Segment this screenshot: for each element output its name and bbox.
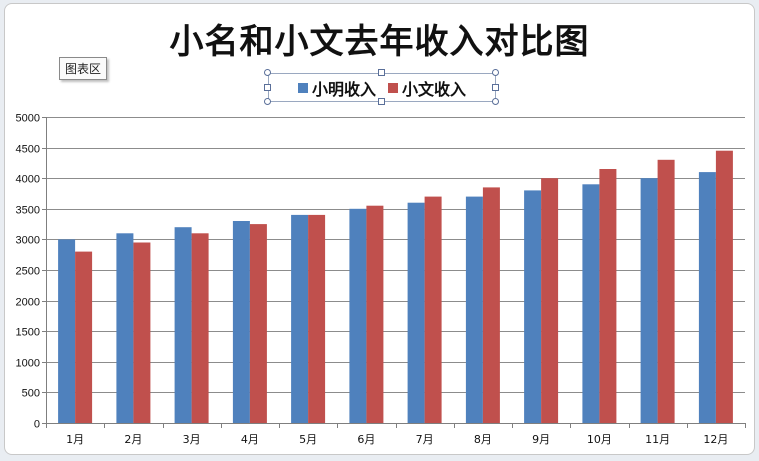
x-tick-label: 10月 [587,433,612,446]
bar [482,187,500,423]
y-tick-label: 0 [34,419,40,431]
bar [349,208,367,423]
legend-swatch-xiaowen [388,82,398,93]
bar [174,227,192,423]
chart-area-tooltip: 图表区 [59,57,108,80]
bar [75,251,93,423]
bar [308,214,326,423]
x-tick-label: 6月 [357,433,375,446]
y-tick-label: 4500 [16,144,40,156]
bar [599,169,617,423]
bar [657,159,675,424]
chart-title: 小名和小文去年收入对比图 [169,22,590,62]
x-tick-label: 9月 [532,433,550,446]
y-tick-label: 1000 [16,358,40,370]
x-tick-label: 5月 [299,433,317,446]
bar [58,239,76,423]
bar [133,242,151,423]
x-tick-label: 11月 [645,433,670,446]
bar [524,190,542,423]
legend-resize-handle-bm[interactable] [378,98,385,105]
legend-item-xiaoming[interactable]: 小明收入 [297,76,376,100]
legend-resize-handle-ml[interactable] [264,84,271,91]
legend-item-xiaowen[interactable]: 小文收入 [388,76,466,100]
legend-label-xiaoming: 小明收入 [311,79,376,99]
bar [366,205,384,423]
bar [424,196,442,423]
legend-swatch-xiaoming [297,82,308,93]
y-tick-label: 2500 [16,266,40,278]
x-tick-label: 2月 [124,433,142,446]
y-tick-label: 2000 [16,297,40,309]
bar [291,214,309,423]
bar [232,221,250,423]
x-tick-label: 4月 [241,433,259,446]
bar [465,196,483,423]
bar [116,233,134,423]
x-tick-label: 3月 [183,433,201,446]
bar [582,184,600,423]
legend-resize-handle-tl[interactable] [264,69,271,76]
legend-resize-handle-mr[interactable] [492,84,499,91]
bar [715,150,733,423]
x-tick-label: 12月 [703,433,728,446]
bar [407,202,425,423]
bar [541,178,559,423]
bar [640,178,658,423]
y-tick-label: 5000 [16,113,40,125]
y-tick-label: 500 [22,388,40,400]
bar [191,233,209,423]
legend-resize-handle-tm[interactable] [378,69,385,76]
legend-resize-handle-br[interactable] [492,98,499,105]
y-tick-label: 1500 [16,327,40,339]
x-tick-label: 8月 [474,433,492,446]
bar [249,224,267,423]
y-tick-label: 3000 [16,235,40,247]
bar [698,172,716,423]
y-tick-label: 3500 [16,205,40,217]
legend-resize-handle-bl[interactable] [264,98,271,105]
legend-resize-handle-tr[interactable] [492,69,499,76]
x-tick-label: 7月 [416,433,434,446]
legend-label-xiaowen: 小文收入 [402,79,467,99]
y-tick-label: 4000 [16,174,40,186]
x-tick-label: 1月 [66,433,84,446]
